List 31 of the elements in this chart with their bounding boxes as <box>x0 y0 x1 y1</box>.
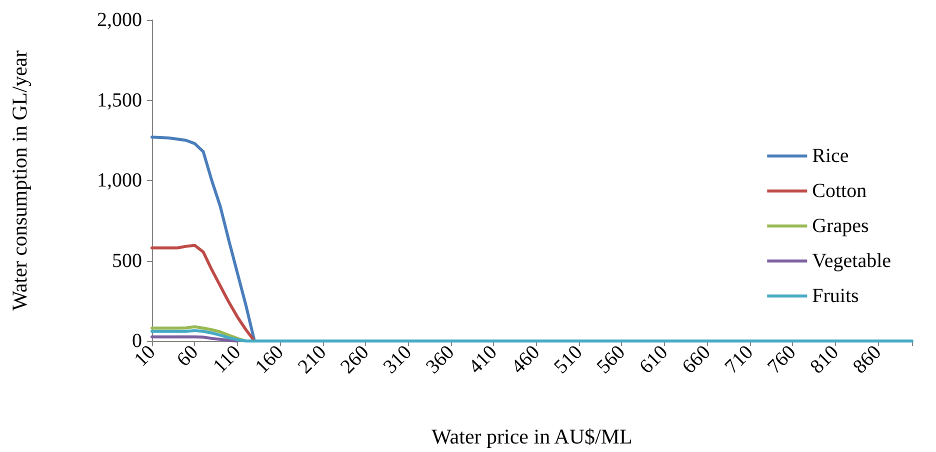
line-series <box>150 244 256 342</box>
x-tick-label: 160 <box>251 341 288 378</box>
legend-label: Rice <box>812 145 849 167</box>
x-tick-label: 510 <box>550 341 587 378</box>
x-tick-label: 110 <box>208 341 246 378</box>
x-tick-label: 810 <box>806 341 843 378</box>
x-tick-label: 60 <box>172 341 202 371</box>
x-tick-label: 310 <box>379 341 416 378</box>
x-tick-label: 210 <box>294 341 331 378</box>
line-series <box>150 136 256 342</box>
x-tick-label: 360 <box>422 341 459 378</box>
x-axis-title: Water price in AU$/ML <box>432 424 632 448</box>
y-tick-label: 1,000 <box>97 170 142 192</box>
x-tick-label: 660 <box>678 341 715 378</box>
y-axis-title: Water consumption in GL/year <box>8 50 32 311</box>
x-tick-label: 760 <box>763 341 800 378</box>
legend-label: Fruits <box>812 285 860 307</box>
x-tick-label: 610 <box>635 341 672 378</box>
x-tick-label: 460 <box>507 341 544 378</box>
y-tick-label: 2,000 <box>97 9 142 31</box>
legend-label: Cotton <box>812 180 867 202</box>
y-tick-label: 1,500 <box>97 89 142 112</box>
x-tick-label: 710 <box>720 341 758 378</box>
x-tick-label: 560 <box>592 341 630 378</box>
legend-label: Vegetable <box>812 250 892 272</box>
x-tick-label: 260 <box>336 341 374 378</box>
x-tick-label: 410 <box>464 341 502 378</box>
x-tick-label: 860 <box>848 341 886 378</box>
y-tick-label: 500 <box>112 250 142 272</box>
legend-label: Grapes <box>812 215 870 237</box>
y-tick-label: 0 <box>132 330 142 352</box>
